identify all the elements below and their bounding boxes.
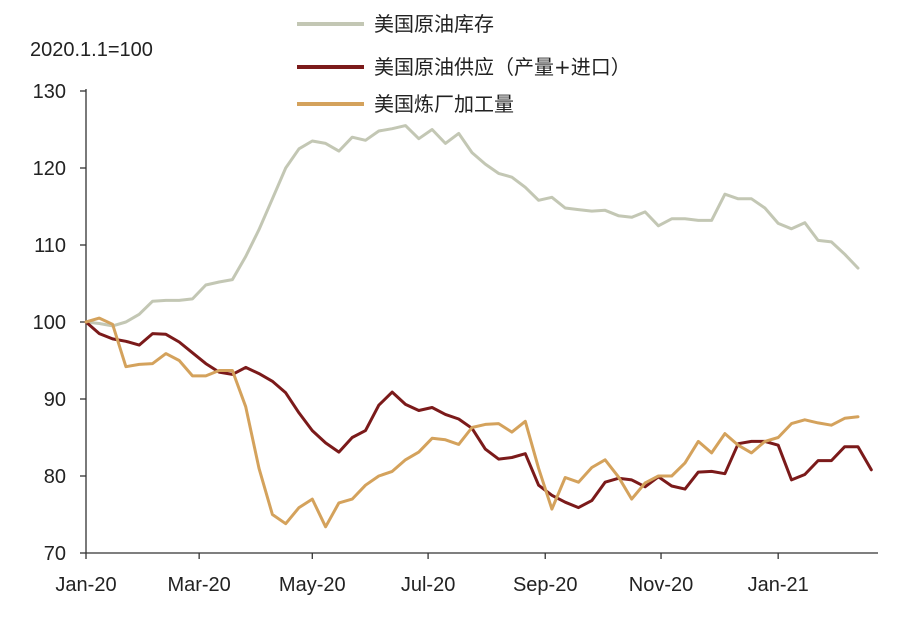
- x-tick-label: Sep-20: [513, 574, 578, 596]
- legend-label-3: 美国炼厂加工量: [374, 92, 514, 116]
- x-tick-label: Jul-20: [401, 574, 455, 596]
- y-tick-label: 130: [33, 81, 66, 103]
- y-tick-label: 80: [44, 466, 66, 488]
- y-tick-label: 90: [44, 389, 66, 411]
- series-line-1: [84, 124, 860, 328]
- plot-area: [84, 124, 873, 529]
- x-tick-label: May-20: [279, 574, 346, 596]
- x-tick-label: Mar-20: [167, 574, 230, 596]
- y-tick-label: 100: [33, 312, 66, 334]
- series-line-2: [84, 320, 873, 510]
- y-axis: 70 80 90 100 110 120 130: [33, 81, 87, 565]
- y-tick-label: 110: [34, 235, 66, 257]
- y-tick-label: 120: [33, 158, 66, 180]
- x-tick-label: Jan-20: [55, 574, 116, 596]
- y-tick-label: 70: [44, 543, 66, 565]
- x-tick-label: Nov-20: [629, 574, 693, 596]
- legend-label-1: 美国原油库存: [374, 12, 494, 36]
- legend-label-2: 美国原油供应（产量+进口）: [374, 55, 631, 79]
- x-axis: Jan-20 Mar-20 May-20 Jul-20 Sep-20 Nov-20 Jan-…: [55, 552, 878, 596]
- x-tick-label: Jan-21: [748, 574, 809, 596]
- series-line-3: [84, 316, 860, 529]
- unit-label: 2020.1.1=100: [30, 39, 153, 61]
